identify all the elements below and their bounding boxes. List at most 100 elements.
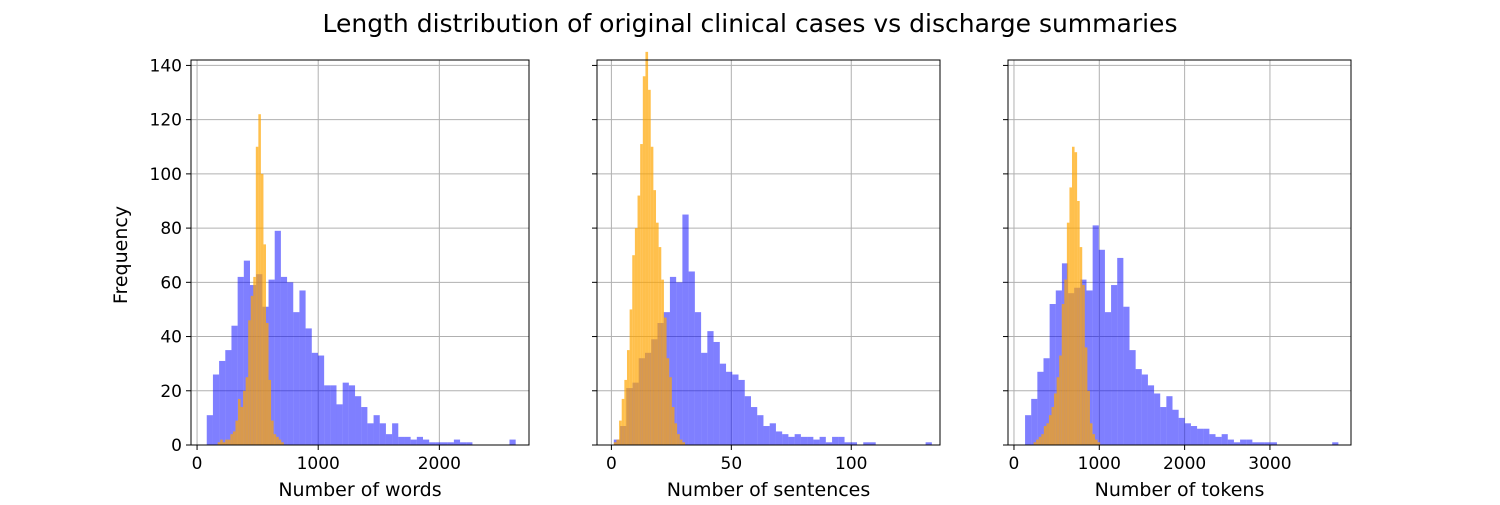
panel-1: 0 1000 2000 0 20 40 60 80 100 120 140 Number of wor… <box>150 56 530 501</box>
hist-orange-bar <box>1041 434 1044 445</box>
x-axis-label: Number of words <box>278 479 441 500</box>
hist-blue-bar <box>1147 385 1155 445</box>
hist-blue-bar <box>293 312 300 445</box>
hist-blue-bar <box>869 442 876 445</box>
hist-blue-bar <box>1160 407 1167 445</box>
hist-blue-bar <box>769 423 776 445</box>
hist-blue-bar <box>398 436 405 445</box>
hist-blue-bar <box>1172 409 1179 445</box>
hist-blue-bar <box>738 379 745 445</box>
hist-orange-bar <box>674 423 678 445</box>
hist-orange-bar <box>1087 390 1090 445</box>
hist-blue-bar <box>1049 304 1056 445</box>
hist-orange-bar <box>1043 426 1047 445</box>
hist-blue-bar <box>819 436 826 445</box>
hist-orange-bar <box>260 173 264 446</box>
hist-blue-bar <box>744 396 751 445</box>
hist-blue-bar <box>1258 442 1265 445</box>
hist-orange-bar <box>1033 442 1037 445</box>
hist-orange-bar <box>1097 442 1101 445</box>
hist-blue-bar <box>825 442 833 445</box>
hist-blue-bar <box>832 436 839 445</box>
hist-blue-bar <box>794 434 801 445</box>
hist-orange-bar <box>225 439 228 445</box>
hist-blue-bar <box>1092 225 1099 445</box>
hist-orange-bar <box>1048 415 1052 445</box>
x-tick-label: 0 <box>1009 454 1020 474</box>
hist-orange-bar <box>669 377 672 445</box>
x-tick-label: 3000 <box>1248 454 1291 474</box>
y-axis-label: Frequency <box>110 206 132 304</box>
hist-blue-bar <box>701 352 708 445</box>
hist-orange-bar <box>220 439 223 445</box>
axes-frame <box>596 59 941 446</box>
hist-orange-bar <box>281 442 284 445</box>
hist-blue-bar <box>807 436 814 445</box>
hist-orange-bar <box>613 442 617 445</box>
hist-blue-bar <box>1123 306 1130 445</box>
hist-orange-bar <box>248 320 251 445</box>
hist-orange-bar <box>632 255 635 445</box>
hist-blue-bar <box>669 276 677 445</box>
hist-blue-bar <box>1154 393 1161 445</box>
hist-orange-bar <box>250 295 254 445</box>
hist-orange-bar <box>1038 436 1042 445</box>
hist-blue-bar <box>1252 442 1259 445</box>
hist-blue-bar <box>1117 257 1124 445</box>
hist-blue-bar <box>373 415 380 445</box>
hist-orange-bar <box>235 420 239 445</box>
hist-blue-bar <box>763 426 770 445</box>
hist-blue-bar <box>775 431 783 445</box>
y-tick-label: 0 <box>171 436 182 456</box>
hist-blue-bar <box>299 290 306 445</box>
hist-orange-bar <box>1092 434 1096 445</box>
hist-orange-bar <box>278 439 282 445</box>
hist-blue-bar <box>348 385 356 445</box>
hist-blue-bar <box>1104 312 1112 445</box>
x-tick-label: 100 <box>835 454 867 474</box>
hist-blue-bar <box>707 331 714 445</box>
hist-orange-bar <box>1064 279 1067 445</box>
x-tick-label: 2000 <box>1163 454 1206 474</box>
hist-blue-bar <box>212 374 220 445</box>
hist-blue-bar <box>392 423 399 445</box>
hist-blue-bar <box>813 439 820 445</box>
hist-orange-bar <box>656 222 659 445</box>
panel-2: 0 50 100 Number of sentences <box>592 51 941 501</box>
hist-blue-bar <box>206 415 213 445</box>
axes-frame <box>190 59 530 446</box>
hist-blue-bar <box>713 341 720 445</box>
hist-orange-bar <box>626 350 630 445</box>
hist-orange-bar <box>634 228 638 445</box>
hist-blue-bar <box>1129 350 1136 445</box>
hist-blue-bar <box>1209 434 1216 445</box>
hist-blue-bar <box>435 442 442 445</box>
hist-orange-bar <box>624 379 627 445</box>
hist-blue-bar <box>466 442 473 445</box>
panel-3: 0 1000 2000 3000 Number of tokens <box>1003 59 1352 501</box>
x-tick-label: 0 <box>192 454 203 474</box>
hist-orange-bar <box>616 439 620 445</box>
hist-blue-bar <box>782 434 789 445</box>
hist-blue-bar <box>757 415 764 445</box>
hist-orange-bar <box>619 420 622 445</box>
hist-blue-bar <box>355 396 362 445</box>
hist-blue-bar <box>274 230 281 445</box>
hist-blue-bar <box>1166 396 1173 445</box>
hist-blue-bar <box>1111 285 1118 445</box>
hist-blue-bar <box>719 363 727 445</box>
hist-orange-bar <box>227 439 231 445</box>
hist-orange-bar <box>1074 152 1078 445</box>
hist-blue-bar <box>342 382 349 445</box>
x-tick-label: 50 <box>721 454 743 474</box>
hist-orange-bar <box>666 358 670 445</box>
hist-blue-bar <box>1233 442 1241 445</box>
chart-title: Length distribution of original clinical… <box>323 9 1178 38</box>
hist-blue-bar <box>268 279 275 445</box>
hist-blue-bar <box>726 371 733 445</box>
hist-blue-bar <box>682 214 689 445</box>
hist-orange-bar <box>245 377 249 445</box>
hist-orange-bar <box>240 407 244 445</box>
